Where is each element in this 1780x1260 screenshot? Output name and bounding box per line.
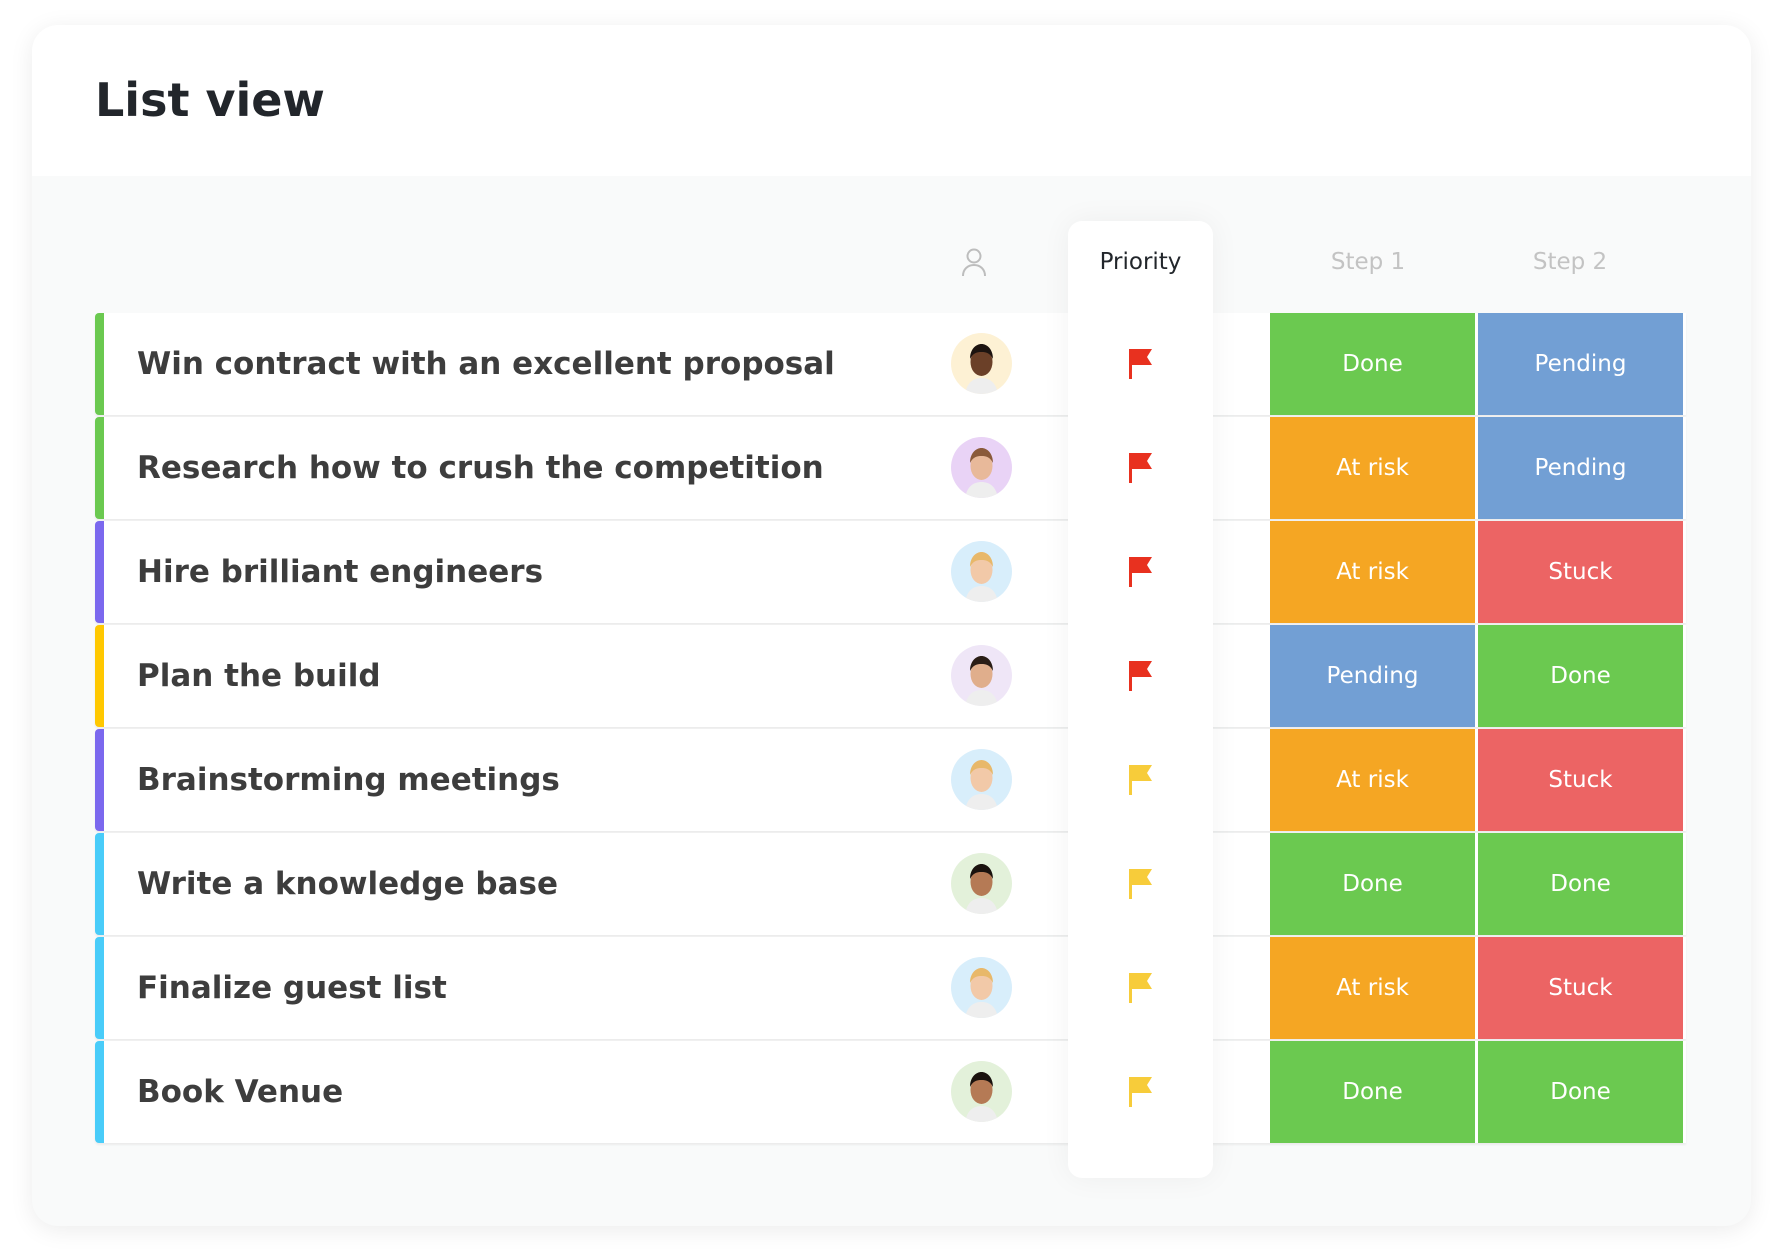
- step1-status-cell[interactable]: At risk: [1270, 417, 1475, 519]
- high-priority-flag-icon[interactable]: [1126, 763, 1156, 797]
- assignee-avatar[interactable]: [951, 853, 1012, 914]
- step1-column-header[interactable]: Step 1: [1330, 249, 1406, 275]
- assignee-column-header[interactable]: [961, 247, 987, 283]
- urgent-priority-flag-icon[interactable]: [1126, 347, 1156, 381]
- task-name[interactable]: Write a knowledge base: [137, 866, 558, 902]
- assignee-avatar[interactable]: [951, 333, 1012, 394]
- task-name[interactable]: Brainstorming meetings: [137, 762, 560, 798]
- high-priority-flag-icon[interactable]: [1126, 1075, 1156, 1109]
- header: List view: [32, 25, 1751, 176]
- step2-status-cell[interactable]: Done: [1478, 1041, 1683, 1143]
- step2-status-cell[interactable]: Done: [1478, 625, 1683, 727]
- step1-status-cell[interactable]: Done: [1270, 1041, 1475, 1143]
- assignee-avatar[interactable]: [951, 749, 1012, 810]
- assignee-avatar[interactable]: [951, 437, 1012, 498]
- step1-status-cell[interactable]: At risk: [1270, 729, 1475, 831]
- urgent-priority-flag-icon[interactable]: [1126, 659, 1156, 693]
- task-name[interactable]: Finalize guest list: [137, 970, 447, 1006]
- step1-status-cell[interactable]: Done: [1270, 833, 1475, 935]
- assignee-avatar[interactable]: [951, 541, 1012, 602]
- high-priority-flag-icon[interactable]: [1126, 971, 1156, 1005]
- priority-column-header[interactable]: Priority: [1099, 249, 1182, 275]
- assignee-avatar[interactable]: [951, 1061, 1012, 1122]
- urgent-priority-flag-icon[interactable]: [1126, 555, 1156, 589]
- step2-status-cell[interactable]: Done: [1478, 833, 1683, 935]
- assignee-avatar[interactable]: [951, 645, 1012, 706]
- step2-status-cell[interactable]: Stuck: [1478, 521, 1683, 623]
- urgent-priority-flag-icon[interactable]: [1126, 451, 1156, 485]
- priority-column: Priority: [1068, 221, 1213, 1178]
- task-name[interactable]: Win contract with an excellent proposal: [137, 346, 835, 382]
- step2-status-cell[interactable]: Stuck: [1478, 937, 1683, 1039]
- step2-column-header[interactable]: Step 2: [1532, 249, 1608, 275]
- step1-status-cell[interactable]: Pending: [1270, 625, 1475, 727]
- high-priority-flag-icon[interactable]: [1126, 867, 1156, 901]
- page-title: List view: [95, 73, 325, 127]
- task-name[interactable]: Hire brilliant engineers: [137, 554, 544, 590]
- step2-status-cell[interactable]: Pending: [1478, 417, 1683, 519]
- step1-status-cell[interactable]: Done: [1270, 313, 1475, 415]
- step1-status-cell[interactable]: At risk: [1270, 937, 1475, 1039]
- step2-status-cell[interactable]: Pending: [1478, 313, 1683, 415]
- assignee-avatar[interactable]: [951, 957, 1012, 1018]
- person-icon: [962, 248, 986, 277]
- task-name[interactable]: Plan the build: [137, 658, 381, 694]
- step2-status-cell[interactable]: Stuck: [1478, 729, 1683, 831]
- step1-status-cell[interactable]: At risk: [1270, 521, 1475, 623]
- task-name[interactable]: Book Venue: [137, 1074, 344, 1110]
- list-view-card: List view Step 1 Step 2 Priority Win con…: [32, 25, 1751, 1226]
- task-name[interactable]: Research how to crush the competition: [137, 450, 824, 486]
